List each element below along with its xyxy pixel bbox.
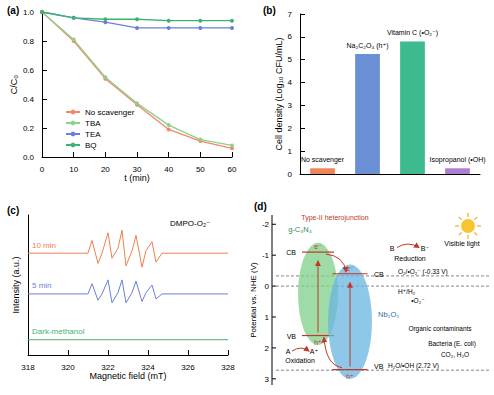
svg-text:4: 4 [288, 78, 293, 87]
svg-text:No scavenger: No scavenger [301, 156, 345, 164]
svg-text:DMPO-O₂⁻: DMPO-O₂⁻ [170, 219, 210, 228]
svg-text:0.6: 0.6 [23, 66, 35, 75]
svg-text:-1: -1 [262, 251, 270, 260]
svg-text:0: 0 [40, 165, 45, 174]
svg-text:30: 30 [133, 165, 142, 174]
svg-text:VB: VB [374, 363, 384, 370]
svg-text:326: 326 [181, 363, 195, 372]
svg-text:H₂O/•OH (2.72 V): H₂O/•OH (2.72 V) [388, 362, 439, 370]
svg-text:BQ: BQ [85, 141, 97, 150]
svg-text:O₂/•O₂⁻ (-0.33 V): O₂/•O₂⁻ (-0.33 V) [398, 268, 448, 276]
svg-text:t (min): t (min) [124, 173, 150, 183]
svg-text:1: 1 [288, 147, 293, 156]
svg-text:10: 10 [69, 165, 78, 174]
svg-text:2: 2 [265, 344, 270, 353]
svg-text:g-C₃N₄: g-C₃N₄ [288, 225, 312, 234]
svg-text:B⁻: B⁻ [421, 245, 430, 252]
svg-text:6: 6 [288, 32, 293, 41]
svg-text:TEA: TEA [85, 130, 101, 139]
svg-text:0.4: 0.4 [23, 95, 35, 104]
svg-text:h⁺: h⁺ [346, 373, 354, 380]
svg-text:324: 324 [141, 363, 155, 372]
svg-text:e⁻: e⁻ [314, 243, 322, 250]
svg-text:40: 40 [164, 165, 173, 174]
svg-text:328: 328 [221, 363, 235, 372]
svg-text:2: 2 [288, 124, 293, 133]
svg-text:10 min: 10 min [32, 241, 56, 250]
svg-text:Dark-methanol: Dark-methanol [32, 327, 85, 336]
svg-text:CO₂, H₂O: CO₂, H₂O [441, 351, 469, 358]
svg-text:B: B [390, 245, 395, 252]
svg-text:0.0: 0.0 [23, 153, 35, 162]
svg-text:Organic contaminants: Organic contaminants [408, 325, 472, 333]
svg-text:50: 50 [196, 165, 205, 174]
svg-text:Magnetic field (mT): Magnetic field (mT) [89, 371, 166, 381]
svg-text:(b): (b) [263, 5, 276, 16]
svg-text:e⁻: e⁻ [346, 265, 354, 272]
svg-text:Isopropanol (•OH): Isopropanol (•OH) [429, 156, 485, 164]
svg-text:3: 3 [288, 101, 293, 110]
svg-text:A⁺: A⁺ [310, 348, 319, 355]
svg-text:320: 320 [61, 363, 75, 372]
svg-text:1: 1 [265, 313, 270, 322]
svg-text:Type-II heterojunction: Type-II heterojunction [301, 214, 368, 222]
svg-text:7: 7 [288, 10, 293, 19]
svg-text:Reduction: Reduction [394, 255, 426, 262]
svg-text:Visible light: Visible light [444, 240, 479, 248]
svg-text:VB: VB [287, 333, 297, 340]
svg-text:No scavenger: No scavenger [85, 108, 135, 117]
svg-text:322: 322 [101, 363, 115, 372]
svg-text:Bacteria (E. coli): Bacteria (E. coli) [428, 340, 476, 348]
svg-text:CB: CB [374, 271, 384, 278]
svg-text:Potential vs. NHE (V): Potential vs. NHE (V) [249, 262, 258, 338]
svg-text:Vitamin C (•O₂⁻): Vitamin C (•O₂⁻) [387, 29, 438, 37]
svg-text:Na₂C₂O₄ (h⁺): Na₂C₂O₄ (h⁺) [347, 42, 389, 50]
svg-text:3: 3 [265, 375, 270, 384]
svg-text:CB: CB [286, 249, 296, 256]
svg-text:TBA: TBA [85, 119, 101, 128]
svg-text:0: 0 [265, 282, 270, 291]
svg-text:60: 60 [228, 165, 237, 174]
svg-text:20: 20 [101, 165, 110, 174]
svg-text:Cell density (Log₁₀ CFU/mL): Cell density (Log₁₀ CFU/mL) [274, 38, 284, 151]
svg-text:H⁺/H₂: H⁺/H₂ [398, 288, 416, 295]
svg-text:h⁺: h⁺ [314, 339, 322, 346]
svg-text:Nb₂O₅: Nb₂O₅ [378, 310, 399, 319]
svg-text:A: A [286, 348, 291, 355]
svg-text:-2: -2 [262, 220, 270, 229]
svg-text:318: 318 [21, 363, 35, 372]
svg-text:C/C₀: C/C₀ [9, 75, 19, 94]
svg-text:0.8: 0.8 [23, 37, 35, 46]
svg-text:0: 0 [288, 170, 293, 179]
svg-text:0.2: 0.2 [23, 124, 35, 133]
svg-text:(a): (a) [7, 5, 19, 16]
svg-text:(c): (c) [7, 205, 19, 216]
svg-text:•O₂⁻: •O₂⁻ [411, 297, 424, 304]
svg-text:1.0: 1.0 [23, 8, 35, 17]
svg-text:5 min: 5 min [32, 281, 52, 290]
svg-text:5: 5 [288, 55, 293, 64]
svg-text:Intensity (a.u.): Intensity (a.u.) [11, 256, 21, 313]
svg-text:(d): (d) [254, 201, 267, 212]
svg-text:Oxidation: Oxidation [285, 357, 315, 364]
